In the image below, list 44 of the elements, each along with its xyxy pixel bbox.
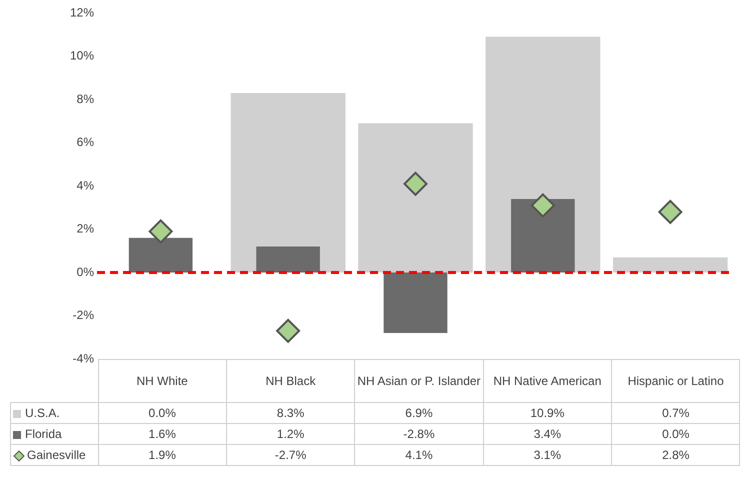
x-tick-label: NH White [98,360,226,402]
y-tick-label: -4% [72,351,94,366]
data-label: 0.0% [98,402,226,424]
data-label: 0.7% [612,402,740,424]
bar [128,238,193,272]
y-tick-label: 0% [76,264,94,279]
y-tick-label: 4% [76,178,94,192]
y-tick-label: 6% [76,135,94,150]
point [530,193,555,218]
bar [511,198,575,272]
data-label: 1.2% [226,424,355,444]
x-tick-label: NH Native American [483,360,612,402]
y-tick-label: 10% [70,48,94,63]
point [148,219,173,244]
y-tick-label: 8% [76,92,94,106]
point [276,318,300,343]
bar [230,93,346,272]
data-label: 10.9% [483,402,612,424]
y-tick-label: 12% [70,5,94,20]
data-label: 1.6% [98,424,226,444]
data-label: 4.1% [354,444,484,466]
point [658,200,682,224]
bar [358,123,473,272]
bar [384,272,448,334]
data-label: 3.1% [483,444,612,466]
x-tick-label: Hispanic or Latino [612,360,740,402]
data-label: 2.8% [612,444,740,466]
data-label: 8.3% [226,402,355,424]
data-label: 0.0% [612,424,740,444]
legend-label: U.S.A. [10,402,98,424]
data-label: -2.7% [226,444,355,466]
legend-label: Florida [10,424,98,444]
bar [256,246,320,272]
y-tick-label: -2% [72,308,94,322]
bar [612,257,728,272]
data-label: 1.9% [98,444,226,466]
point [404,172,428,196]
x-tick-label: NH Black [226,360,355,402]
y-tick-label: 2% [76,222,94,236]
data-label: -2.8% [354,424,484,444]
data-label: 6.9% [354,402,484,424]
x-tick-label: NH Asian or P. Islander [354,360,484,402]
legend-label: Gainesville [10,444,98,466]
data-label: 3.4% [483,424,612,444]
